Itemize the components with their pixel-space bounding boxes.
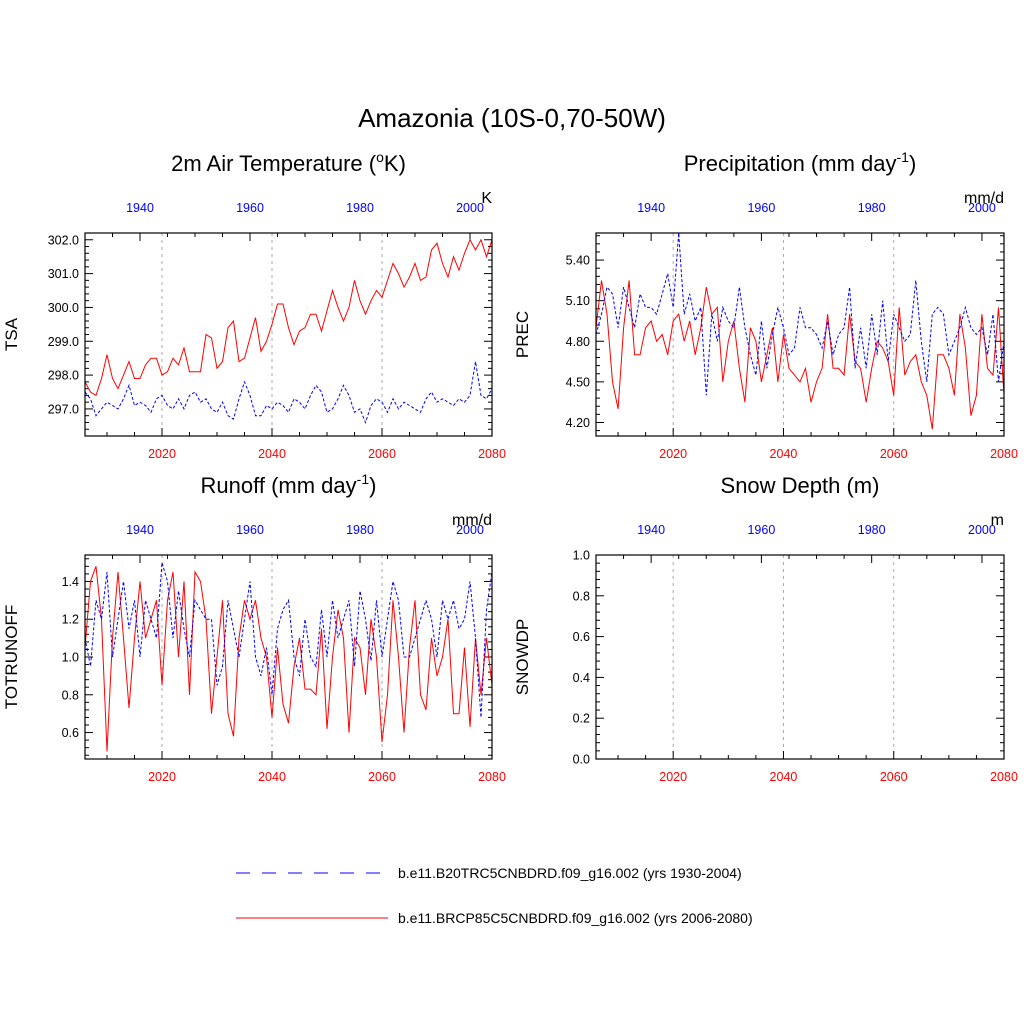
panel-tsa: 2m Air Temperature (oK) K TSA 297.0 298.0 299… <box>2 149 506 461</box>
x-tick-label-future: 2020 <box>659 770 687 784</box>
y-tick-label: 4.20 <box>566 416 590 430</box>
x-tick-label-future: 2080 <box>990 770 1018 784</box>
x-tick-label-control: 1960 <box>236 523 264 537</box>
panel-prec: Precipitation (mm day-1) mm/d PREC 4.20 4.50… <box>513 149 1018 461</box>
y-tick-label: 0.6 <box>62 726 79 740</box>
x-tick-label-future: 2060 <box>880 447 908 461</box>
x-tick-label-future: 2040 <box>770 770 798 784</box>
panel-totrunoff: Runoff (mm day-1) mm/d TOTRUNOFF 0.6 0.8 1.0 1… <box>2 471 506 784</box>
y-tick-label: 0.2 <box>573 712 590 726</box>
x-tick-label-future: 2080 <box>478 447 506 461</box>
units-label: m <box>991 512 1004 529</box>
y-tick-label: 1.2 <box>62 613 79 627</box>
x-tick-label-control: 1940 <box>126 523 154 537</box>
x-tick-label-control: 1980 <box>858 523 886 537</box>
series-control-line <box>595 232 1005 396</box>
units-label: mm/d <box>452 512 492 529</box>
y-axis-label: SNOWDP <box>513 619 532 696</box>
x-tick-label-control: 1980 <box>346 523 374 537</box>
panel-title: Snow Depth (m) <box>721 473 880 498</box>
legend-label-future: b.e11.BRCP85C5CNBDRD.f09_g16.002 (yrs 20… <box>398 910 753 926</box>
series-control-line <box>84 562 493 718</box>
x-tick-label-control: 1940 <box>637 201 665 215</box>
y-tick-label: 302.0 <box>48 233 79 247</box>
x-tick-label-control: 1980 <box>858 201 886 215</box>
y-tick-label: 300.0 <box>48 301 79 315</box>
series-future-line <box>84 238 493 397</box>
x-tick-label-future: 2040 <box>258 447 286 461</box>
y-tick-label: 0.4 <box>573 671 590 685</box>
x-tick-label-future: 2040 <box>258 770 286 784</box>
y-tick-label: 299.0 <box>48 335 79 349</box>
x-tick-label-control: 2000 <box>456 201 484 215</box>
plot-frame <box>595 554 1005 760</box>
x-tick-label-future: 2060 <box>368 447 396 461</box>
y-tick-label: 0.8 <box>62 688 79 702</box>
legend-label-control: b.e11.B20TRC5CNBDRD.f09_g16.002 (yrs 193… <box>398 865 742 881</box>
plot-frame <box>84 232 493 437</box>
y-tick-label: 0.8 <box>573 589 590 603</box>
y-tick-label: 0.0 <box>573 753 590 767</box>
y-tick-label: 4.50 <box>566 375 590 389</box>
x-tick-label-control: 2000 <box>968 201 996 215</box>
x-tick-label-future: 2080 <box>990 447 1018 461</box>
x-tick-label-future: 2060 <box>880 770 908 784</box>
x-tick-label-control: 2000 <box>968 523 996 537</box>
units-label: mm/d <box>964 190 1004 207</box>
y-tick-label: 5.40 <box>566 254 590 268</box>
x-tick-label-future: 2020 <box>659 447 687 461</box>
x-tick-label-control: 1960 <box>747 523 775 537</box>
y-tick-label: 301.0 <box>48 267 79 281</box>
x-tick-label-future: 2020 <box>148 770 176 784</box>
x-tick-label-future: 2060 <box>368 770 396 784</box>
x-tick-label-control: 2000 <box>456 523 484 537</box>
units-label: K <box>481 190 492 207</box>
panel-snowdp: Snow Depth (m) m SNOWDP 0.0 0.2 0.4 0.6 0.8 1.0 2… <box>513 473 1018 784</box>
y-tick-label: 5.10 <box>566 294 590 308</box>
x-tick-label-future: 2020 <box>148 447 176 461</box>
x-tick-label-future: 2080 <box>478 770 506 784</box>
y-tick-label: 298.0 <box>48 369 79 383</box>
series-control-line <box>84 361 493 424</box>
panel-title: 2m Air Temperature (oK) <box>171 149 406 176</box>
panels: 2m Air Temperature (oK) K TSA 297.0 298.0 299… <box>2 149 1018 784</box>
panel-title: Runoff (mm day-1) <box>201 471 377 498</box>
panel-title: Precipitation (mm day-1) <box>684 149 917 176</box>
series-future-line <box>84 566 493 752</box>
x-tick-label-control: 1940 <box>637 523 665 537</box>
y-tick-label: 1.0 <box>573 549 590 563</box>
y-axis-label: TSA <box>2 317 21 351</box>
y-tick-label: 4.80 <box>566 335 590 349</box>
x-tick-label-future: 2040 <box>770 447 798 461</box>
legend: b.e11.B20TRC5CNBDRD.f09_g16.002 (yrs 193… <box>236 865 753 926</box>
x-tick-label-control: 1980 <box>346 201 374 215</box>
x-tick-label-control: 1940 <box>126 201 154 215</box>
figure-title: Amazonia (10S-0,70-50W) <box>358 103 666 133</box>
series-future-line <box>595 280 1005 430</box>
y-tick-label: 297.0 <box>48 402 79 416</box>
x-tick-label-control: 1960 <box>236 201 264 215</box>
plot-frame <box>84 554 493 760</box>
y-axis-label: TOTRUNOFF <box>2 605 21 710</box>
x-tick-label-control: 1960 <box>747 201 775 215</box>
y-axis-label: PREC <box>513 311 532 358</box>
y-tick-label: 1.4 <box>62 575 79 589</box>
y-tick-label: 0.6 <box>573 630 590 644</box>
y-tick-label: 1.0 <box>62 651 79 665</box>
plot-frame <box>595 232 1005 437</box>
